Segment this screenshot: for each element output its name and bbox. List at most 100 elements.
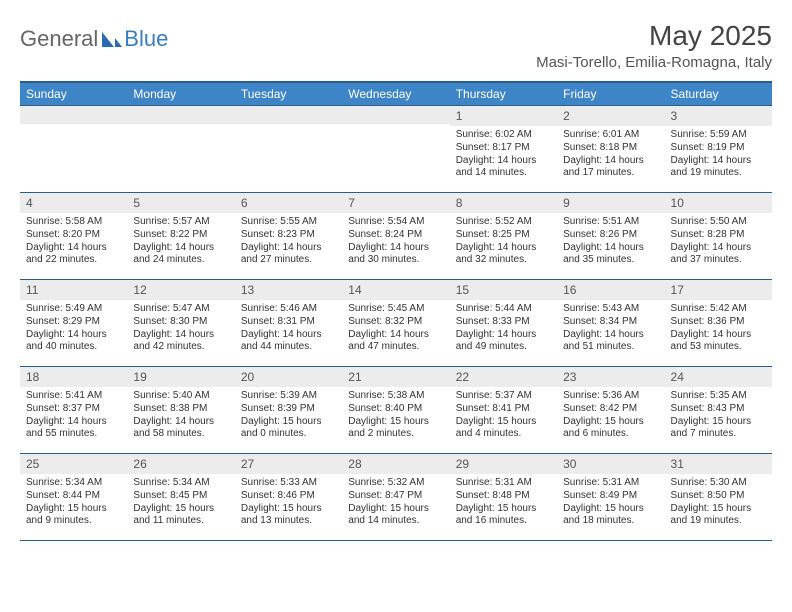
brand-word-1: General [20, 26, 98, 52]
sunset-text: Sunset: 8:25 PM [456, 229, 551, 242]
day-details [235, 124, 342, 131]
sunrise-text: Sunrise: 5:51 AM [563, 216, 658, 229]
day-number: 9 [557, 193, 664, 213]
sail-icon [100, 29, 122, 49]
calendar-day: 15Sunrise: 5:44 AMSunset: 8:33 PMDayligh… [450, 280, 557, 366]
sunset-text: Sunset: 8:45 PM [133, 490, 228, 503]
sunset-text: Sunset: 8:46 PM [241, 490, 336, 503]
day-number: 14 [342, 280, 449, 300]
sunrise-text: Sunrise: 5:49 AM [26, 303, 121, 316]
calendar-day [127, 106, 234, 192]
calendar-day: 1Sunrise: 6:02 AMSunset: 8:17 PMDaylight… [450, 106, 557, 192]
day-details: Sunrise: 5:30 AMSunset: 8:50 PMDaylight:… [665, 474, 772, 532]
calendar-week: 1Sunrise: 6:02 AMSunset: 8:17 PMDaylight… [20, 105, 772, 192]
sunrise-text: Sunrise: 5:54 AM [348, 216, 443, 229]
sunrise-text: Sunrise: 5:35 AM [671, 390, 766, 403]
day-number: 5 [127, 193, 234, 213]
daylight-text: Daylight: 14 hours and 55 minutes. [26, 416, 121, 442]
title-block: May 2025 Masi-Torello, Emilia-Romagna, I… [536, 20, 772, 77]
weekday-header: Thursday [450, 83, 557, 105]
sunset-text: Sunset: 8:26 PM [563, 229, 658, 242]
day-number: 7 [342, 193, 449, 213]
daylight-text: Daylight: 15 hours and 0 minutes. [241, 416, 336, 442]
calendar-day: 16Sunrise: 5:43 AMSunset: 8:34 PMDayligh… [557, 280, 664, 366]
day-number: 23 [557, 367, 664, 387]
header: General Blue May 2025 Masi-Torello, Emil… [20, 20, 772, 77]
weekday-header: Monday [127, 83, 234, 105]
day-details [20, 124, 127, 131]
daylight-text: Daylight: 14 hours and 35 minutes. [563, 242, 658, 268]
calendar-day: 28Sunrise: 5:32 AMSunset: 8:47 PMDayligh… [342, 454, 449, 540]
sunrise-text: Sunrise: 5:34 AM [133, 477, 228, 490]
calendar-day: 4Sunrise: 5:58 AMSunset: 8:20 PMDaylight… [20, 193, 127, 279]
sunset-text: Sunset: 8:28 PM [671, 229, 766, 242]
calendar-day: 17Sunrise: 5:42 AMSunset: 8:36 PMDayligh… [665, 280, 772, 366]
daylight-text: Daylight: 14 hours and 30 minutes. [348, 242, 443, 268]
day-number: 4 [20, 193, 127, 213]
daylight-text: Daylight: 14 hours and 14 minutes. [456, 155, 551, 181]
sunrise-text: Sunrise: 5:52 AM [456, 216, 551, 229]
day-details: Sunrise: 5:36 AMSunset: 8:42 PMDaylight:… [557, 387, 664, 445]
calendar-week: 11Sunrise: 5:49 AMSunset: 8:29 PMDayligh… [20, 279, 772, 366]
weekday-header: Sunday [20, 83, 127, 105]
day-number: 31 [665, 454, 772, 474]
sunset-text: Sunset: 8:38 PM [133, 403, 228, 416]
day-details: Sunrise: 5:51 AMSunset: 8:26 PMDaylight:… [557, 213, 664, 271]
day-number: 26 [127, 454, 234, 474]
calendar-day [235, 106, 342, 192]
weekday-header: Friday [557, 83, 664, 105]
calendar-day: 19Sunrise: 5:40 AMSunset: 8:38 PMDayligh… [127, 367, 234, 453]
day-number [235, 106, 342, 124]
day-number: 25 [20, 454, 127, 474]
sunset-text: Sunset: 8:43 PM [671, 403, 766, 416]
sunset-text: Sunset: 8:18 PM [563, 142, 658, 155]
sunrise-text: Sunrise: 5:59 AM [671, 129, 766, 142]
sunrise-text: Sunrise: 5:34 AM [26, 477, 121, 490]
sunset-text: Sunset: 8:33 PM [456, 316, 551, 329]
sunset-text: Sunset: 8:17 PM [456, 142, 551, 155]
calendar-week: 4Sunrise: 5:58 AMSunset: 8:20 PMDaylight… [20, 192, 772, 279]
day-number: 15 [450, 280, 557, 300]
sunrise-text: Sunrise: 5:32 AM [348, 477, 443, 490]
day-details: Sunrise: 5:55 AMSunset: 8:23 PMDaylight:… [235, 213, 342, 271]
day-number: 21 [342, 367, 449, 387]
calendar-body: 1Sunrise: 6:02 AMSunset: 8:17 PMDaylight… [20, 105, 772, 541]
daylight-text: Daylight: 14 hours and 27 minutes. [241, 242, 336, 268]
calendar-day: 29Sunrise: 5:31 AMSunset: 8:48 PMDayligh… [450, 454, 557, 540]
day-details: Sunrise: 5:46 AMSunset: 8:31 PMDaylight:… [235, 300, 342, 358]
day-details: Sunrise: 5:34 AMSunset: 8:45 PMDaylight:… [127, 474, 234, 532]
calendar-day: 18Sunrise: 5:41 AMSunset: 8:37 PMDayligh… [20, 367, 127, 453]
calendar-day: 8Sunrise: 5:52 AMSunset: 8:25 PMDaylight… [450, 193, 557, 279]
calendar-day: 12Sunrise: 5:47 AMSunset: 8:30 PMDayligh… [127, 280, 234, 366]
weekday-header: Wednesday [342, 83, 449, 105]
day-details: Sunrise: 5:59 AMSunset: 8:19 PMDaylight:… [665, 126, 772, 184]
sunset-text: Sunset: 8:19 PM [671, 142, 766, 155]
day-details: Sunrise: 5:52 AMSunset: 8:25 PMDaylight:… [450, 213, 557, 271]
day-number: 8 [450, 193, 557, 213]
sunrise-text: Sunrise: 5:45 AM [348, 303, 443, 316]
calendar-week: 25Sunrise: 5:34 AMSunset: 8:44 PMDayligh… [20, 453, 772, 541]
day-number: 2 [557, 106, 664, 126]
day-details: Sunrise: 6:01 AMSunset: 8:18 PMDaylight:… [557, 126, 664, 184]
sunrise-text: Sunrise: 5:33 AM [241, 477, 336, 490]
day-details [127, 124, 234, 131]
daylight-text: Daylight: 15 hours and 9 minutes. [26, 503, 121, 529]
calendar-day: 11Sunrise: 5:49 AMSunset: 8:29 PMDayligh… [20, 280, 127, 366]
day-details: Sunrise: 5:43 AMSunset: 8:34 PMDaylight:… [557, 300, 664, 358]
calendar-day: 6Sunrise: 5:55 AMSunset: 8:23 PMDaylight… [235, 193, 342, 279]
day-number: 30 [557, 454, 664, 474]
calendar-day: 3Sunrise: 5:59 AMSunset: 8:19 PMDaylight… [665, 106, 772, 192]
day-details: Sunrise: 5:54 AMSunset: 8:24 PMDaylight:… [342, 213, 449, 271]
day-number: 3 [665, 106, 772, 126]
calendar-day [342, 106, 449, 192]
day-number: 24 [665, 367, 772, 387]
sunrise-text: Sunrise: 5:31 AM [456, 477, 551, 490]
daylight-text: Daylight: 14 hours and 49 minutes. [456, 329, 551, 355]
day-details: Sunrise: 5:45 AMSunset: 8:32 PMDaylight:… [342, 300, 449, 358]
daylight-text: Daylight: 15 hours and 11 minutes. [133, 503, 228, 529]
day-number [20, 106, 127, 124]
sunrise-text: Sunrise: 5:50 AM [671, 216, 766, 229]
day-number: 12 [127, 280, 234, 300]
day-details: Sunrise: 5:31 AMSunset: 8:48 PMDaylight:… [450, 474, 557, 532]
sunrise-text: Sunrise: 5:31 AM [563, 477, 658, 490]
